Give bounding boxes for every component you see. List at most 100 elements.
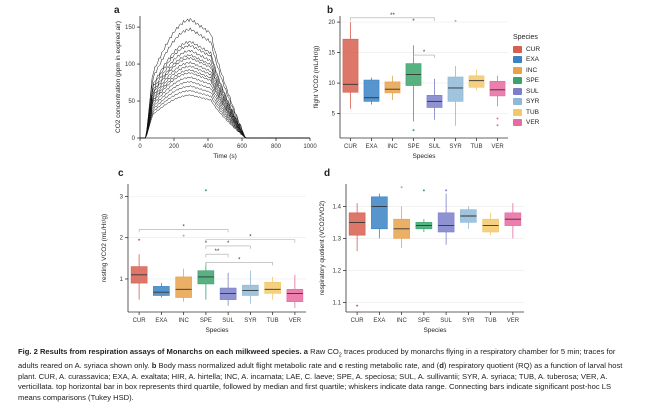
x-tick-label: INC xyxy=(387,144,398,150)
box-ver xyxy=(286,288,304,302)
x-tick-label: TUB xyxy=(471,144,483,150)
significance-bracket xyxy=(205,245,251,249)
x-tick-label: SYR xyxy=(449,144,462,150)
caption-title: Fig. 2 Results from respiration assays o… xyxy=(18,347,302,356)
panel-label-a: a xyxy=(114,5,120,16)
outlier-point xyxy=(204,189,207,192)
x-tick-label: SYR xyxy=(462,318,475,324)
significance-label: * xyxy=(249,235,252,241)
legend-swatch xyxy=(513,108,522,116)
caption-b-label: b xyxy=(151,361,157,371)
y-tick-label: 150 xyxy=(125,25,136,31)
y-tick-label: 1.4 xyxy=(333,204,342,210)
y-axis-title: resting VCO2 (mL/Hr/g) xyxy=(101,214,108,282)
trace-chart: 0 50 100 150 0 200 400 600 800 1000 Time (s) CO2 co… xyxy=(115,16,317,160)
outlier-point xyxy=(412,129,415,132)
x-axis-title: Species xyxy=(412,153,436,160)
co2-trace-line xyxy=(140,61,310,139)
box-inc xyxy=(175,276,192,298)
y-tick-label: 20 xyxy=(328,20,335,26)
x-tick-label: VER xyxy=(491,144,504,150)
legend-swatch xyxy=(513,87,522,95)
caption-d-text: ) respiratory quotient (RQ) as a functio… xyxy=(18,361,623,402)
x-tick-label: SPE xyxy=(200,318,212,324)
legend-item-spe: SPE xyxy=(513,76,540,87)
outlier-point xyxy=(454,19,457,22)
box-cur xyxy=(348,212,366,236)
legend-swatch xyxy=(513,77,522,85)
panel-b: 5 10 15 20 CUR EXA INC SPE SUL SYR TUB VER ** * Specie… xyxy=(313,6,513,164)
y-tick-label: 50 xyxy=(128,99,135,105)
significance-label: * xyxy=(182,224,185,230)
panel-d: 1.1 1.2 1.3 1.4 CUR EXA INC SPE SUL SYR TUB VER Spec… xyxy=(318,172,528,337)
x-tick-label: SUL xyxy=(429,144,441,150)
legend-swatch xyxy=(513,66,522,74)
caption-c-label: c xyxy=(338,361,343,371)
x-tick-label: CUR xyxy=(133,318,147,324)
legend-swatch xyxy=(513,98,522,106)
x-tick-label: 200 xyxy=(169,144,180,150)
outlier-point xyxy=(138,238,141,241)
x-axis-title: Species xyxy=(423,327,447,334)
outlier-point xyxy=(422,189,425,192)
box-exa xyxy=(371,196,388,230)
significance-label: * xyxy=(423,50,426,56)
significance-bracket xyxy=(205,253,229,258)
caption-c-text: resting metabolic rate, and ( xyxy=(345,361,440,371)
significance-label: ** xyxy=(390,13,395,19)
x-tick-label: TUB xyxy=(267,318,279,324)
x-tick-label: 600 xyxy=(237,144,248,150)
panel-label-d: d xyxy=(324,168,331,179)
legend-swatch xyxy=(513,45,522,53)
x-tick-label: EXA xyxy=(373,318,385,324)
legend-label: INC xyxy=(526,66,538,74)
panel-a: 0 50 100 150 0 200 400 600 800 1000 Time (s) CO2 co… xyxy=(95,6,317,164)
outlier-point xyxy=(445,189,448,192)
legend-item-inc: INC xyxy=(513,65,540,76)
outlier-point xyxy=(356,304,359,307)
legend-title: Species xyxy=(513,34,538,41)
legend-swatch xyxy=(513,56,522,64)
y-tick-label: 15 xyxy=(328,51,335,57)
legend-item-tub: TUB xyxy=(513,107,540,118)
legend-label: SYR xyxy=(526,98,540,106)
rq-boxplot: 1.1 1.2 1.3 1.4 CUR EXA INC SPE SUL SYR TUB VER Spec… xyxy=(319,184,524,334)
x-tick-label: CUR xyxy=(351,318,365,324)
y-tick-label: 1.1 xyxy=(333,300,342,306)
y-tick-label: 1.3 xyxy=(333,236,342,242)
legend-swatch xyxy=(513,119,522,127)
x-tick-label: TUB xyxy=(485,318,497,324)
caption-a-label: a xyxy=(303,347,308,356)
y-tick-label: 0 xyxy=(132,136,136,142)
x-tick-label: CUR xyxy=(344,144,358,150)
x-tick-label: SPE xyxy=(418,318,430,324)
significance-bracket xyxy=(350,17,435,21)
outlier-point xyxy=(412,18,415,21)
panel-c: 1 2 3 CUR EXA INC SPE SUL SYR TUB VER * * * ** * Species… xyxy=(100,172,310,337)
legend-label: SPE xyxy=(526,77,540,85)
outlier-point xyxy=(496,117,499,120)
outlier-point xyxy=(496,124,499,127)
x-tick-label: SUL xyxy=(440,318,452,324)
box-syr xyxy=(447,76,464,102)
co2-trace-line xyxy=(140,40,310,139)
significance-bracket xyxy=(413,54,435,59)
caption-d-label: d xyxy=(439,361,444,371)
y-axis-title: CO2 concentration (ppm in expired air) xyxy=(115,21,122,133)
y-tick-label: 1.2 xyxy=(333,268,342,274)
box-exa xyxy=(153,286,170,296)
box-inc xyxy=(384,81,401,94)
y-tick-label: 5 xyxy=(332,112,336,118)
significance-label: ** xyxy=(215,249,220,255)
figure-caption: Fig. 2 Results from respiration assays o… xyxy=(18,347,623,402)
x-axis-title: Time (s) xyxy=(213,153,237,160)
y-tick-label: 1 xyxy=(120,277,124,283)
x-tick-label: SPE xyxy=(407,144,419,150)
x-tick-label: INC xyxy=(178,318,189,324)
legend-label: TUB xyxy=(526,108,539,116)
box-tub xyxy=(468,75,485,88)
legend-item-ver: VER xyxy=(513,118,540,129)
significance-bracket xyxy=(205,262,273,266)
